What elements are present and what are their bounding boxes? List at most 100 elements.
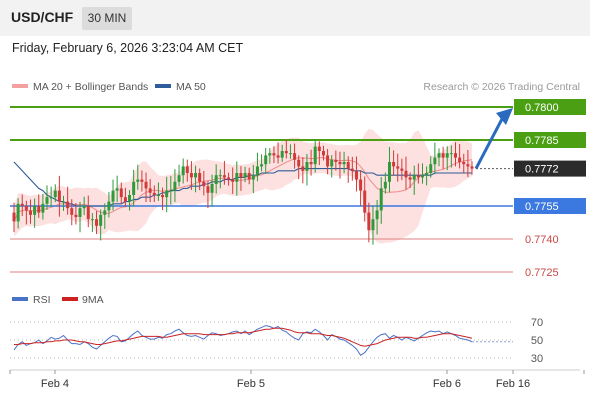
x-tick-label: Feb 16 (496, 378, 530, 390)
candle-body (400, 168, 404, 171)
candle (198, 168, 202, 191)
candle (144, 172, 148, 203)
candle (396, 153, 400, 182)
candle (466, 149, 470, 178)
candle-body (330, 159, 334, 167)
candle (103, 203, 107, 229)
candle-body (379, 188, 383, 211)
candle-body (367, 212, 371, 231)
candle (95, 210, 99, 235)
forecast-arrow-head (496, 108, 513, 125)
candle-body (338, 162, 342, 165)
candle-body (321, 151, 325, 156)
legend-swatch-ma50 (155, 84, 171, 88)
candle (371, 206, 375, 245)
candle-body (20, 203, 24, 206)
level-label-0.7772: 0.7772 (525, 164, 559, 176)
candle (222, 160, 226, 185)
legend-swatch-bollinger (12, 84, 28, 88)
candle-body (103, 210, 107, 215)
candle-body (82, 206, 86, 209)
candle-body (317, 146, 321, 151)
candle (247, 167, 251, 185)
candle-body (445, 153, 449, 158)
candle (107, 192, 111, 218)
candle-body (181, 166, 185, 176)
candle (251, 164, 255, 194)
candle (404, 156, 408, 190)
candle (420, 163, 424, 184)
candle (115, 175, 119, 203)
candle (231, 167, 235, 194)
candle (90, 213, 94, 233)
candle (400, 158, 404, 181)
candle (449, 145, 453, 168)
candle (49, 186, 53, 207)
rsi-tick-50: 50 (531, 335, 543, 347)
candle (185, 159, 189, 182)
candle-body (408, 177, 412, 180)
candle-body (293, 153, 297, 160)
candle (350, 156, 354, 181)
candle (16, 198, 20, 229)
candle (359, 170, 363, 206)
candle-body (99, 214, 103, 226)
candle-body (57, 190, 61, 202)
candle (321, 145, 325, 161)
candle-body (301, 166, 305, 171)
candle-body (375, 210, 379, 220)
candle (433, 142, 437, 175)
candle (272, 146, 276, 164)
candle-body (247, 173, 251, 180)
candle (132, 169, 136, 207)
candle-body (123, 197, 127, 202)
candle-body (412, 175, 416, 180)
candle (156, 182, 160, 201)
candle (214, 164, 218, 194)
candle (326, 148, 330, 175)
candle-body (144, 181, 148, 189)
candle (458, 144, 462, 169)
candle-body (214, 175, 218, 184)
legend-bollinger-label: MA 20 + Bollinger Bands (33, 81, 148, 93)
candle-body (441, 153, 445, 158)
candle (305, 153, 309, 186)
candle-body (297, 159, 301, 167)
candle-body (255, 166, 259, 176)
level-label-0.7755: 0.7755 (525, 201, 559, 213)
candle-body (371, 219, 375, 231)
candle-body (115, 188, 119, 191)
candle (57, 175, 61, 217)
candle-body (363, 190, 367, 213)
candle (293, 143, 297, 169)
header-bar: USD/CHF 30 MIN (0, 0, 590, 36)
candle (276, 142, 280, 164)
candle (338, 151, 342, 179)
level-label-0.7800: 0.7800 (525, 102, 559, 114)
candle (392, 150, 396, 176)
candle-body (449, 153, 453, 155)
candle (235, 161, 239, 196)
timeframe-button[interactable]: 30 MIN (82, 7, 132, 30)
candle (202, 170, 206, 196)
candle (173, 169, 177, 203)
candle-body (86, 206, 90, 220)
candle (218, 169, 222, 189)
candle-body (111, 190, 115, 202)
candle-body (161, 195, 165, 198)
candle (260, 154, 264, 172)
candle-body (288, 153, 292, 155)
candle (470, 161, 474, 175)
candle (363, 176, 367, 222)
candle-body (420, 175, 424, 178)
candle-body (326, 155, 330, 167)
candle-body (78, 208, 82, 217)
candle (189, 161, 193, 190)
candle-body (462, 162, 466, 165)
candle-body (458, 157, 462, 162)
legend-9ma-label: 9MA (82, 294, 104, 306)
candle-body (222, 175, 226, 178)
level-label-0.7740: 0.7740 (525, 234, 559, 246)
candle-body (41, 203, 45, 213)
